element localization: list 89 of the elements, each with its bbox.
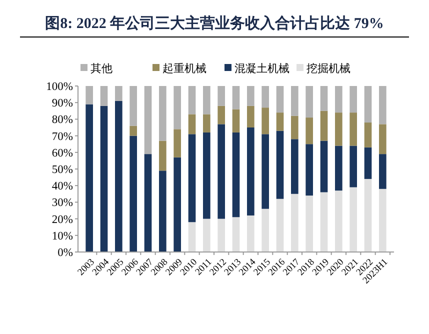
bar [247, 128, 254, 216]
y-tick-label: 60% [52, 147, 74, 160]
bar [320, 140, 328, 192]
bar [247, 215, 254, 252]
y-tick-label: 80% [52, 114, 74, 126]
bar [291, 116, 298, 140]
bar [203, 86, 210, 114]
bar [188, 114, 196, 134]
y-tick-label: 70% [52, 130, 74, 143]
bar [115, 100, 122, 252]
bar [232, 217, 240, 252]
y-tick-label: 30% [52, 197, 74, 210]
bar [203, 132, 210, 219]
bar [335, 190, 342, 252]
bar [86, 86, 93, 104]
bar [218, 86, 225, 106]
bar [218, 106, 225, 124]
legend-label: 起重机械 [162, 62, 206, 75]
bar [364, 86, 372, 123]
bar [144, 154, 152, 252]
bar [379, 86, 386, 124]
bar [100, 86, 108, 106]
bar [188, 222, 196, 252]
bar [188, 134, 196, 222]
bar [306, 144, 313, 196]
legend-label: 混凝土机械 [234, 62, 290, 75]
bar [100, 106, 108, 252]
bar [350, 187, 357, 252]
bar [276, 86, 284, 113]
y-tick-label: 100% [46, 81, 74, 94]
bar [335, 112, 342, 146]
bar [130, 86, 137, 126]
y-tick-label: 50% [52, 164, 74, 176]
bar [262, 134, 269, 209]
y-tick-label: 40% [52, 180, 74, 193]
bar [350, 146, 357, 188]
bar [291, 194, 298, 252]
bar [262, 208, 269, 252]
y-tick-label: 0% [58, 247, 74, 260]
bar [350, 86, 357, 113]
bar [306, 118, 313, 144]
bar [335, 86, 342, 113]
bar [364, 147, 372, 179]
bar [291, 86, 298, 116]
bar [262, 108, 269, 134]
bar [159, 170, 166, 252]
bar [232, 132, 240, 218]
bar [247, 106, 254, 128]
bar [335, 146, 342, 191]
bar [320, 192, 328, 252]
bar [115, 86, 122, 101]
bar [144, 86, 152, 154]
bar [306, 196, 313, 252]
bar [232, 109, 240, 132]
chart-title: 图8: 2022 年公司三大主营业务收入合计占比达 79% [45, 14, 384, 32]
bar [188, 86, 196, 114]
bar [379, 154, 386, 189]
bar [276, 198, 284, 252]
bar [379, 124, 386, 154]
bar [86, 104, 93, 252]
bar [218, 218, 225, 252]
bar [379, 188, 386, 252]
bar [203, 218, 210, 252]
bar [218, 124, 225, 219]
bar [203, 114, 210, 132]
bar [276, 130, 284, 199]
bar [364, 178, 372, 252]
bar [320, 110, 328, 141]
bar [364, 122, 372, 148]
legend-label: 其他 [90, 62, 112, 75]
bar [350, 112, 357, 146]
bar [276, 112, 284, 131]
bar [320, 86, 328, 111]
bar [232, 86, 240, 110]
bar [159, 140, 166, 171]
bar [306, 86, 313, 118]
y-tick-label: 90% [52, 98, 74, 110]
bar [159, 86, 166, 141]
y-tick-label: 20% [52, 214, 74, 226]
bar [174, 129, 181, 158]
legend-label: 挖掘机械 [306, 62, 350, 75]
bar [174, 86, 181, 130]
bar [130, 126, 137, 136]
bar [130, 136, 137, 252]
bar [291, 139, 298, 194]
bar [262, 86, 269, 108]
bar [247, 86, 254, 106]
y-tick-label: 10% [52, 230, 74, 242]
bar [174, 157, 181, 252]
